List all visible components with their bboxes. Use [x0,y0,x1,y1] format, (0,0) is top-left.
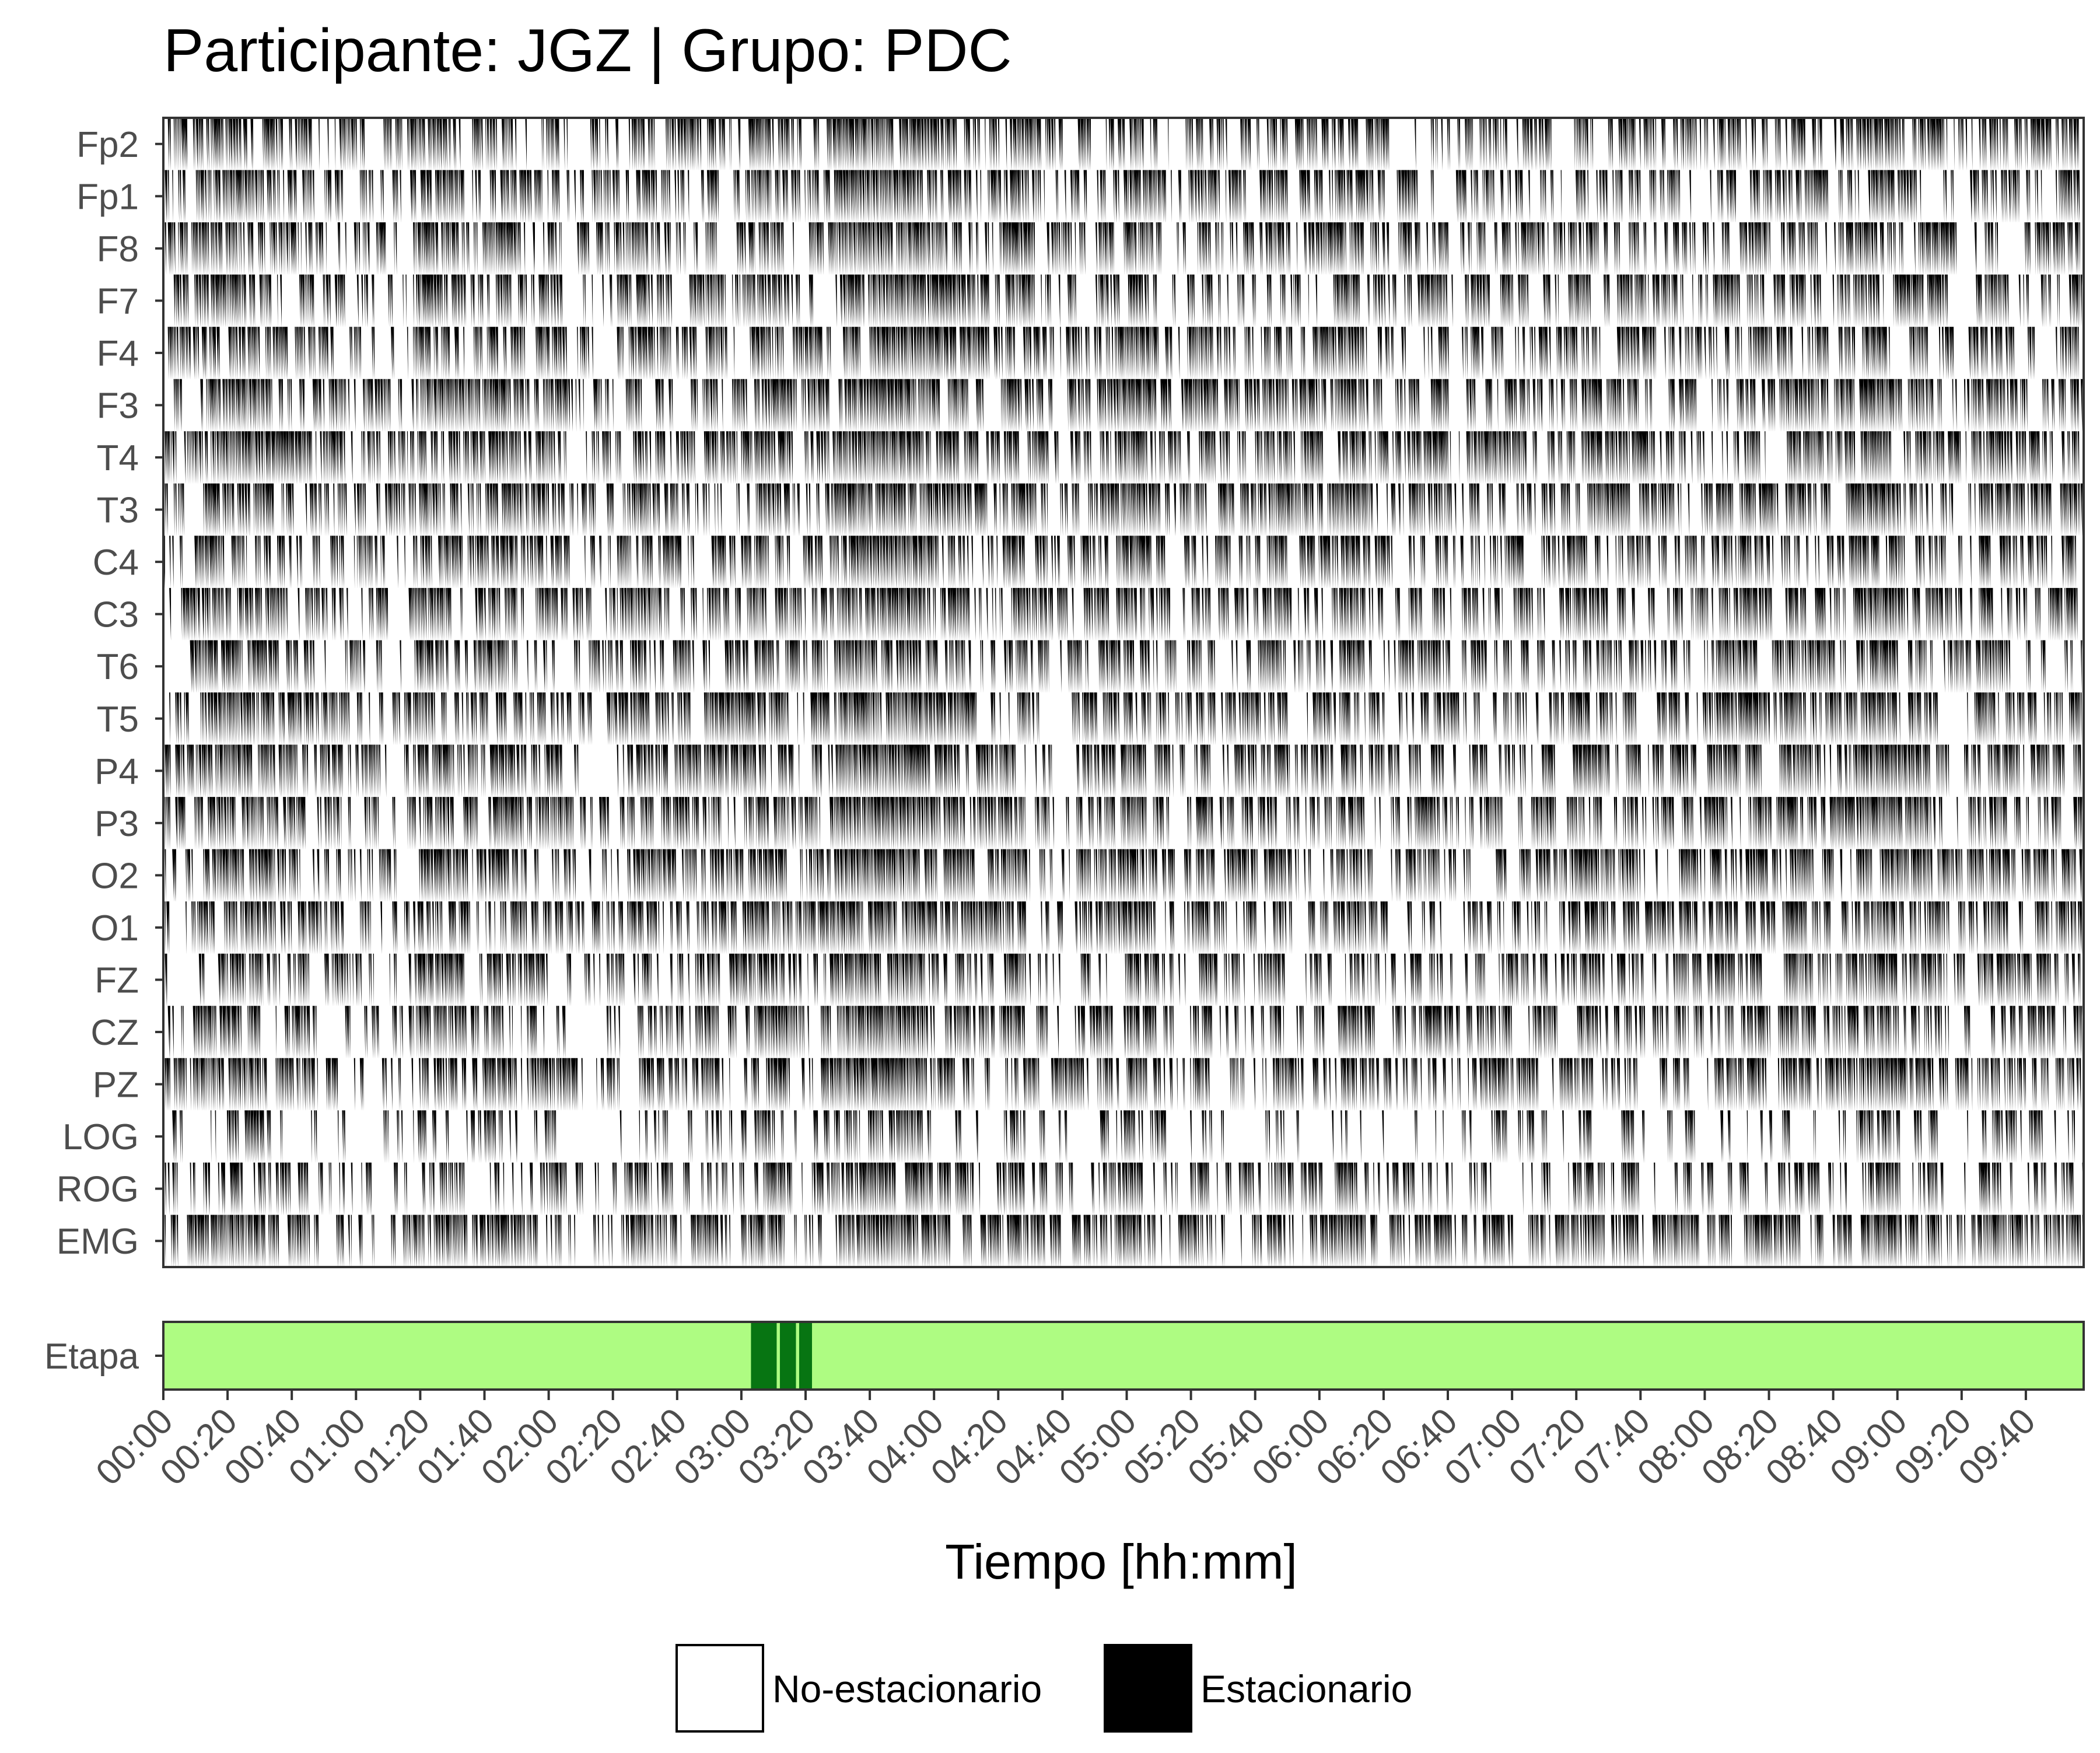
heatmap-panel [162,117,2085,1268]
heatmap-row-fp2 [167,118,2079,170]
channel-label-p3: P3 [94,804,139,844]
channel-label-pz: PZ [93,1065,139,1105]
stationary-marks-p3 [164,797,2084,849]
stationary-marks-c3 [169,587,2078,641]
heatmap-row-c4 [163,536,2076,588]
heatmap-row-cz [167,1006,2084,1058]
channel-label-cz: CZ [90,1013,139,1053]
legend-swatch [1104,1644,1192,1733]
channel-label-f7: F7 [97,281,139,321]
channel-label-t3: T3 [97,491,139,531]
legend-item-2: Estacionario [1104,1644,1412,1733]
channel-label-emg: EMG [57,1222,139,1262]
stationary-marks-fp1 [164,170,2080,222]
heatmap-row-p3 [164,797,2084,849]
stationary-marks-t5 [169,692,2082,745]
stationary-marks-t4 [164,431,2080,484]
stationary-marks-fz [164,953,2081,1006]
heatmap-row-t5 [169,692,2082,745]
heatmap-row-o2 [164,849,2084,902]
heatmap-row-rog [164,1162,2084,1215]
channel-label-f4: F4 [97,334,139,374]
stationary-marks-emg [164,1215,2084,1267]
stage-segment-2 [779,1322,796,1390]
channel-label-t5: T5 [97,699,139,740]
heatmap-row-t6 [190,640,2084,692]
stage-label: Etapa [44,1336,139,1377]
channel-label-o2: O2 [90,856,139,896]
stationary-marks-f7 [173,274,2084,327]
heatmap-row-c3 [169,587,2078,641]
heatmap-row-t3 [164,483,2083,536]
channel-label-t6: T6 [97,647,139,687]
heatmap-row-emg [164,1215,2084,1267]
heatmap-row-p4 [164,744,2081,797]
heatmap-border [162,117,2085,1268]
stage-segment-3 [799,1322,813,1390]
stationary-marks-f4 [167,327,2079,379]
legend: No-estacionario Estacionario [676,1644,1412,1733]
legend-swatch [676,1644,764,1733]
x-axis-title: Tiempo [hh:mm] [945,1534,1297,1589]
channel-label-f8: F8 [97,229,139,270]
stationary-marks-fp2 [167,118,2079,170]
heatmap-row-log [172,1110,2076,1163]
legend-label: No-estacionario [772,1667,1042,1710]
stationary-marks-c4 [163,536,2076,588]
heatmap-row-fp1 [164,170,2080,222]
channel-label-rog: ROG [57,1170,139,1210]
channel-axis: Fp2 Fp1 F8 F7 F4 F3 T4 T3 C4 C3 T6 T5 P4 P3 O2 O1 FZ CZ PZ… [57,125,163,1262]
heatmap-row-f4 [167,327,2079,379]
channel-label-c4: C4 [93,543,139,583]
stationary-marks-t6 [190,640,2084,692]
stationary-marks-pz [164,1058,2081,1111]
stationary-marks-rog [164,1162,2084,1215]
stationary-marks-f8 [164,222,2080,275]
channel-label-log: LOG [62,1117,139,1157]
heatmap-row-o1 [164,901,2082,954]
channel-label-fz: FZ [94,961,139,1001]
time-tick-label: 09:40 [1951,1401,2043,1493]
stage-panel: Etapa [44,1321,2085,1391]
channel-label-fp2: Fp2 [76,125,139,165]
channel-label-f3: F3 [97,386,139,426]
stationary-marks-f3 [173,379,2084,432]
legend-item-1: No-estacionario [676,1644,1042,1733]
heatmap-row-fz [164,953,2081,1006]
stationary-marks-cz [167,1006,2084,1058]
stationary-marks-t3 [164,483,2083,536]
legend-label: Estacionario [1200,1667,1412,1710]
stationary-marks-o2 [164,849,2084,902]
channel-label-o1: O1 [90,908,139,949]
channel-label-c3: C3 [93,595,139,635]
stage-background [163,1322,2084,1390]
stage-segment-1 [751,1322,777,1390]
channel-label-p4: P4 [94,751,139,792]
chart-title: Participante: JGZ | Grupo: PDC [163,17,1012,85]
heatmap-row-f3 [173,379,2084,432]
stationary-marks-p4 [164,744,2081,797]
heatmap-row-f7 [173,274,2084,327]
stationary-marks-log [172,1110,2076,1163]
channel-label-fp1: Fp1 [76,177,139,217]
heatmap-row-t4 [164,431,2080,484]
stationary-marks-o1 [164,901,2082,954]
heatmap-row-f8 [164,222,2080,275]
channel-label-t4: T4 [97,438,139,478]
time-axis: 00:0000:2000:4001:0001:2001:4002:0002:20… [88,1390,2043,1493]
heatmap-row-pz [164,1058,2081,1111]
